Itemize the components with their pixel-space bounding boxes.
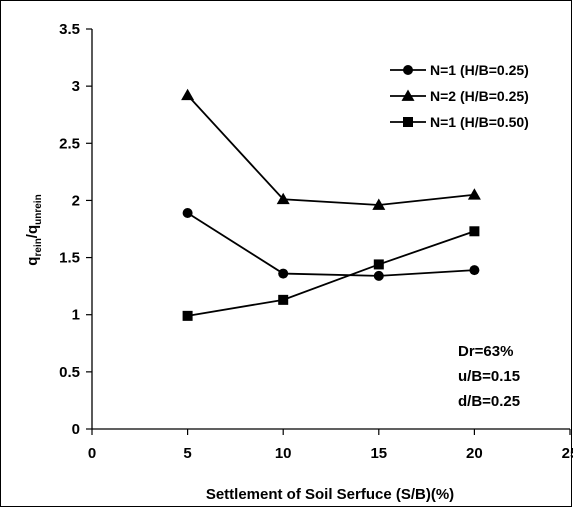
data-point-circle — [469, 265, 480, 276]
legend-label: N=1 (H/B=0.50) — [430, 114, 529, 130]
legend-label: N=1 (H/B=0.25) — [430, 62, 529, 78]
series-line-1 — [187, 212, 475, 277]
y-tick-label: 3.5 — [59, 21, 80, 38]
y-axis-title-sub1: rein — [33, 238, 44, 256]
y-tick-label: 2.5 — [59, 135, 80, 152]
data-point-square — [182, 310, 193, 321]
x-tick-label: 5 — [183, 445, 191, 462]
x-tick-label: 0 — [88, 445, 96, 462]
annotation-text: d/B=0.25 — [458, 393, 520, 410]
data-point-circle — [278, 268, 289, 279]
y-tick-label: 1 — [72, 307, 80, 324]
data-point-square — [373, 259, 384, 270]
series-line-3 — [187, 230, 475, 317]
x-tick-label: 10 — [275, 445, 292, 462]
y-tick-label: 3 — [72, 78, 80, 95]
annotation-text: Dr=63% — [458, 343, 513, 360]
legend-marker-triangle — [401, 89, 415, 101]
series-markers — [181, 88, 481, 321]
x-tick-label: 20 — [466, 445, 483, 462]
annotation-text: u/B=0.15 — [458, 368, 520, 385]
y-axis-title-slash: /q — [24, 225, 41, 238]
y-axis-title: qrein/qunrein — [24, 194, 44, 265]
y-tick-label: 0 — [72, 421, 80, 438]
y-tick-label: 1.5 — [59, 250, 80, 267]
y-axis-title-main: q — [24, 257, 41, 266]
y-axis-title-sub2: unrein — [33, 194, 44, 225]
series-lines — [186, 94, 475, 317]
y-tick-label: 0.5 — [59, 364, 80, 381]
data-point-triangle — [467, 188, 481, 200]
legend-marker-square — [403, 117, 413, 127]
x-tick-label: 25 — [562, 445, 573, 462]
data-point-square — [469, 226, 480, 237]
data-point-circle — [182, 208, 193, 218]
legend-marker-circle — [403, 65, 413, 75]
x-tick-labels: 0 5 10 15 20 25 — [88, 445, 573, 462]
y-tick-label: 2 — [72, 192, 80, 209]
data-point-circle — [373, 270, 384, 281]
data-point-triangle — [276, 192, 290, 205]
series-line-2 — [186, 94, 475, 206]
x-tick-label: 15 — [370, 445, 387, 462]
x-axis-title: Settlement of Soil Serfuce (S/B)(%) — [206, 486, 454, 503]
annotations: Dr=63% u/B=0.15 d/B=0.25 — [458, 343, 520, 410]
data-point-triangle — [372, 198, 386, 210]
legend-label: N=2 (H/B=0.25) — [430, 88, 529, 104]
data-point-square — [278, 294, 289, 305]
data-point-triangle — [181, 88, 195, 101]
axes — [86, 28, 571, 435]
legend: N=1 (H/B=0.25) N=2 (H/B=0.25) N=1 (H/B=0.5… — [390, 62, 529, 130]
y-tick-labels: 0 0.5 1 1.5 2 2.5 3 3.5 — [59, 21, 80, 438]
